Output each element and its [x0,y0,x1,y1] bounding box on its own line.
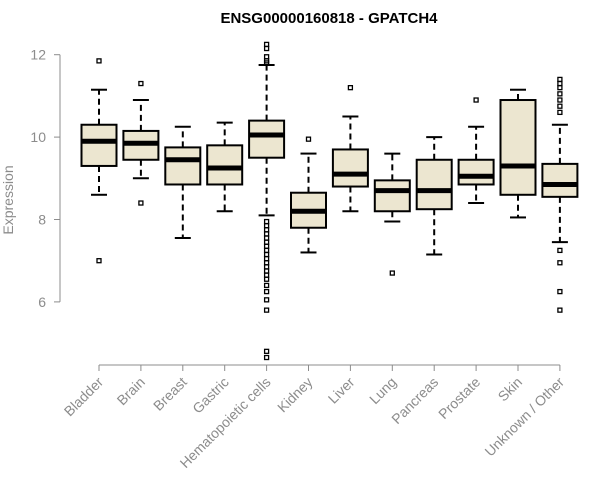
x-tick-label: Bladder [61,374,107,420]
y-axis-label: Expression [0,165,16,234]
box-group [206,121,244,213]
box-group [457,97,495,205]
chart-title: ENSG00000160818 - GPATCH4 [220,10,438,27]
outlier-point [557,307,563,313]
boxes [80,41,579,361]
outlier-point [263,239,270,245]
x-tick-label: Pancreas [388,374,441,427]
x-tick-label: Brain [114,374,148,408]
x-tick-label: Unknown / Other [481,374,567,460]
box-group [80,58,118,264]
box-iqr [248,119,286,159]
x-tick-label: Skin [495,374,526,405]
outlier-point [263,288,270,295]
outlier-point [389,270,395,276]
box-group [415,136,453,256]
outlier-point [263,260,270,266]
y-tick-label: 12 [30,47,46,63]
outlier-point [96,58,102,64]
outlier-point [557,288,563,295]
x-tick-label: Liver [325,374,358,407]
outlier-point [557,80,563,87]
outlier-point [96,258,102,264]
outlier-point [263,297,270,303]
outlier-point [263,235,270,241]
x-tick-label: Prostate [435,374,483,422]
outlier-point [263,255,270,262]
outlier-point [263,282,270,289]
box-group [122,80,160,206]
x-tick-label: Kidney [274,374,316,416]
outlier-point [557,97,563,103]
box-group [373,152,411,276]
outlier-point [263,41,270,48]
outlier-point [263,348,270,354]
box-group [164,125,202,240]
box-iqr [499,99,537,196]
x-tick-label: Lung [366,374,399,407]
outlier-point [557,103,563,109]
outlier-point [263,307,270,313]
outlier-point [557,85,563,91]
outlier-point [263,243,270,249]
outlier-point [557,247,563,254]
y-axis: 6 8 10 12 [30,47,61,310]
outlier-point [138,80,144,87]
outlier-point [557,260,563,266]
outlier-point [263,268,270,274]
outlier-point [263,251,270,258]
box-group [541,76,579,313]
box-iqr [331,148,369,188]
box-iqr [457,158,495,186]
outlier-point [263,231,270,237]
outlier-point [263,247,270,254]
outlier-point [263,218,270,225]
outlier-point [263,45,270,52]
outlier-point [557,76,563,83]
box-group [499,88,537,219]
box-iqr [541,162,579,198]
box-group [248,41,286,361]
outlier-point [347,85,354,91]
box-iqr [415,158,453,211]
box-group [331,85,369,213]
y-tick-label: 10 [30,129,46,145]
outlier-point [263,54,270,60]
box-iqr [373,179,411,213]
outlier-point [263,354,270,361]
outlier-point [473,97,479,103]
outlier-point [557,109,563,116]
outlier-point [557,91,563,97]
outlier-point [263,223,270,229]
box-group [290,136,327,254]
outlier-point [138,200,144,206]
outlier-point [305,136,312,142]
outlier-point [263,227,270,233]
box-iqr [164,146,202,186]
outlier-point [263,264,270,270]
outlier-point [263,272,270,278]
outlier-point [263,60,270,66]
box-iqr [80,123,118,167]
y-tick-label: 6 [38,294,46,310]
y-tick-label: 8 [38,212,46,228]
x-tick-label: Breast [150,374,190,414]
outlier-point [263,276,270,282]
box-iqr [206,144,244,186]
